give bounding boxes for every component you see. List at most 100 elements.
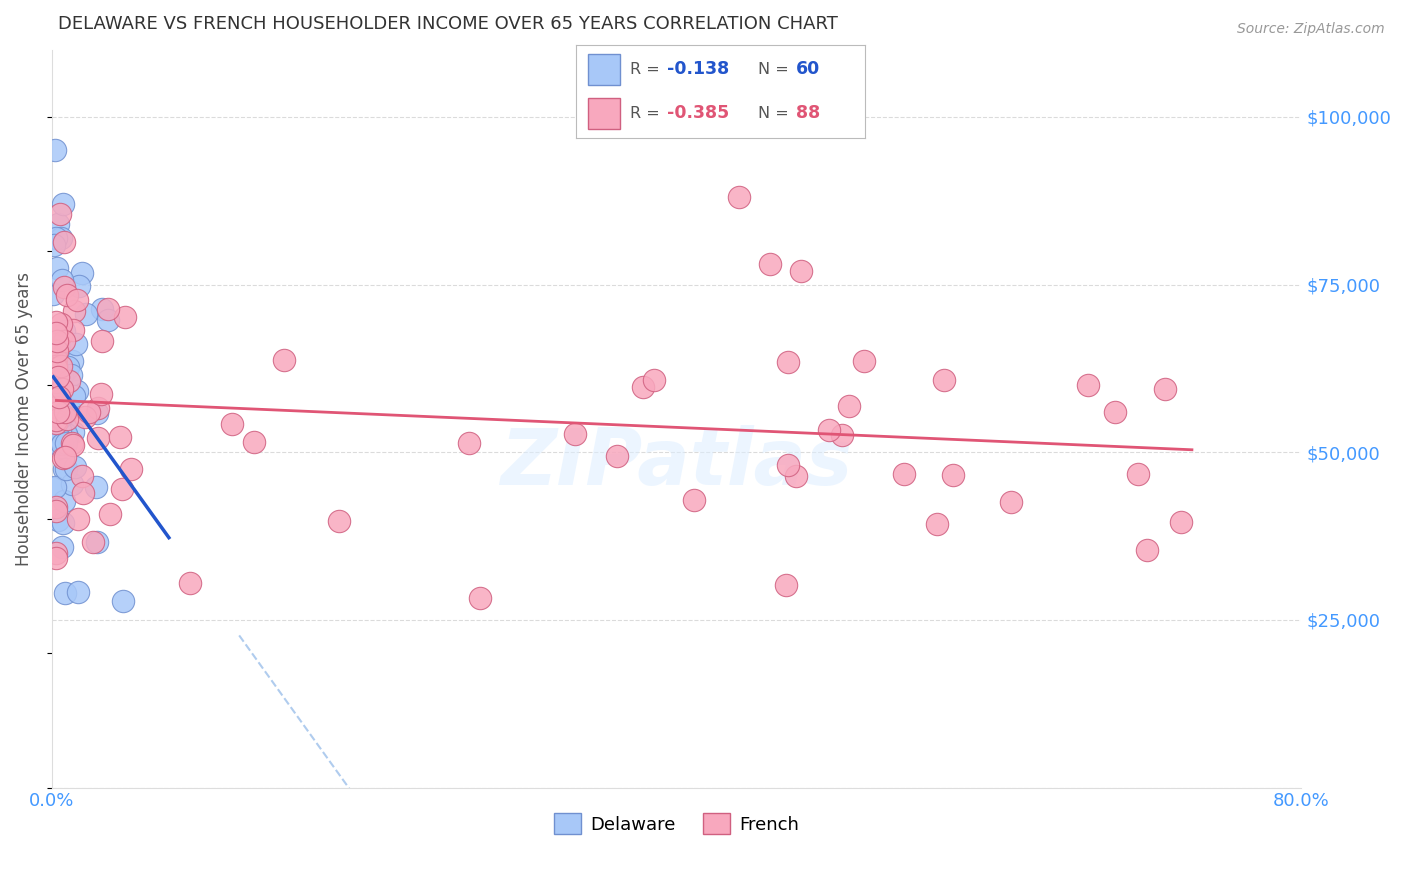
- Point: [45, 326, 67, 340]
- Point: [98, 507, 121, 521]
- Point: [1077, 378, 1099, 392]
- Point: [52, 324, 75, 338]
- Point: [58, 401, 80, 416]
- Point: [46, 436, 69, 450]
- Point: [67, 512, 90, 526]
- Point: [683, 492, 706, 507]
- Point: [84, 480, 107, 494]
- Point: [1136, 543, 1159, 558]
- Text: -0.385: -0.385: [668, 104, 730, 122]
- Point: [46, 339, 69, 353]
- Point: [51, 273, 73, 287]
- Point: [51, 382, 73, 396]
- Point: [66, 293, 89, 308]
- Point: [42, 287, 65, 301]
- Point: [45, 546, 67, 560]
- Point: [66, 384, 89, 399]
- Point: [44, 480, 66, 494]
- Point: [53, 493, 76, 508]
- Text: N =: N =: [758, 106, 789, 121]
- Point: [42, 384, 65, 398]
- Point: [56, 359, 79, 374]
- Point: [45, 336, 67, 351]
- Point: [942, 467, 965, 482]
- Point: [90, 387, 112, 401]
- Point: [108, 430, 131, 444]
- Point: [62, 438, 84, 452]
- Point: [53, 280, 76, 294]
- Point: [53, 334, 76, 349]
- Point: [46, 343, 69, 358]
- Point: [790, 264, 813, 278]
- Point: [45, 428, 67, 442]
- Point: [853, 354, 876, 368]
- Point: [111, 482, 134, 496]
- Text: R =: R =: [630, 106, 659, 121]
- Point: [775, 578, 797, 592]
- Point: [51, 540, 73, 554]
- Point: [86, 534, 108, 549]
- Point: [59, 368, 82, 383]
- Point: [42, 238, 65, 252]
- Point: [49, 423, 72, 437]
- Point: [831, 427, 853, 442]
- Point: [1128, 467, 1150, 481]
- Point: [42, 481, 65, 495]
- Point: [643, 373, 665, 387]
- Point: [72, 486, 94, 500]
- Point: [45, 375, 67, 389]
- Point: [42, 424, 65, 438]
- Text: -0.138: -0.138: [668, 61, 730, 78]
- Point: [45, 334, 67, 348]
- Point: [97, 313, 120, 327]
- Bar: [588, 54, 620, 85]
- Point: [457, 436, 479, 450]
- Point: [776, 355, 799, 369]
- Point: [45, 504, 67, 518]
- Point: [112, 594, 135, 608]
- Point: [55, 430, 77, 444]
- Point: [53, 235, 76, 249]
- Point: [62, 354, 84, 368]
- Point: [179, 576, 201, 591]
- Point: [72, 469, 94, 483]
- Point: [221, 417, 243, 431]
- Point: [52, 196, 75, 211]
- Point: [46, 217, 69, 231]
- Point: [63, 459, 86, 474]
- Point: [606, 450, 628, 464]
- Point: [45, 315, 67, 329]
- Point: [62, 425, 84, 439]
- Point: [785, 469, 807, 483]
- Legend: Delaware, French: Delaware, French: [547, 805, 806, 841]
- Point: [45, 550, 67, 565]
- Point: [45, 400, 67, 414]
- Point: [58, 374, 80, 388]
- Point: [120, 462, 142, 476]
- Point: [55, 462, 77, 476]
- Point: [44, 144, 66, 158]
- Point: [1170, 515, 1192, 529]
- Point: [759, 257, 782, 271]
- Point: [72, 266, 94, 280]
- Point: [45, 417, 67, 431]
- Point: [1000, 494, 1022, 508]
- Point: [925, 516, 948, 531]
- Point: [273, 353, 295, 368]
- Point: [53, 417, 76, 431]
- Point: [90, 302, 112, 317]
- Point: [90, 334, 112, 349]
- Point: [932, 373, 955, 387]
- Point: [45, 261, 67, 276]
- Point: [60, 477, 83, 491]
- Point: [62, 436, 84, 450]
- Point: [631, 380, 654, 394]
- Point: [51, 437, 73, 451]
- Point: [53, 405, 76, 419]
- Point: [52, 516, 75, 531]
- Text: 88: 88: [796, 104, 820, 122]
- Point: [67, 279, 90, 293]
- Point: [44, 331, 66, 345]
- Point: [893, 467, 915, 481]
- Point: [51, 369, 73, 384]
